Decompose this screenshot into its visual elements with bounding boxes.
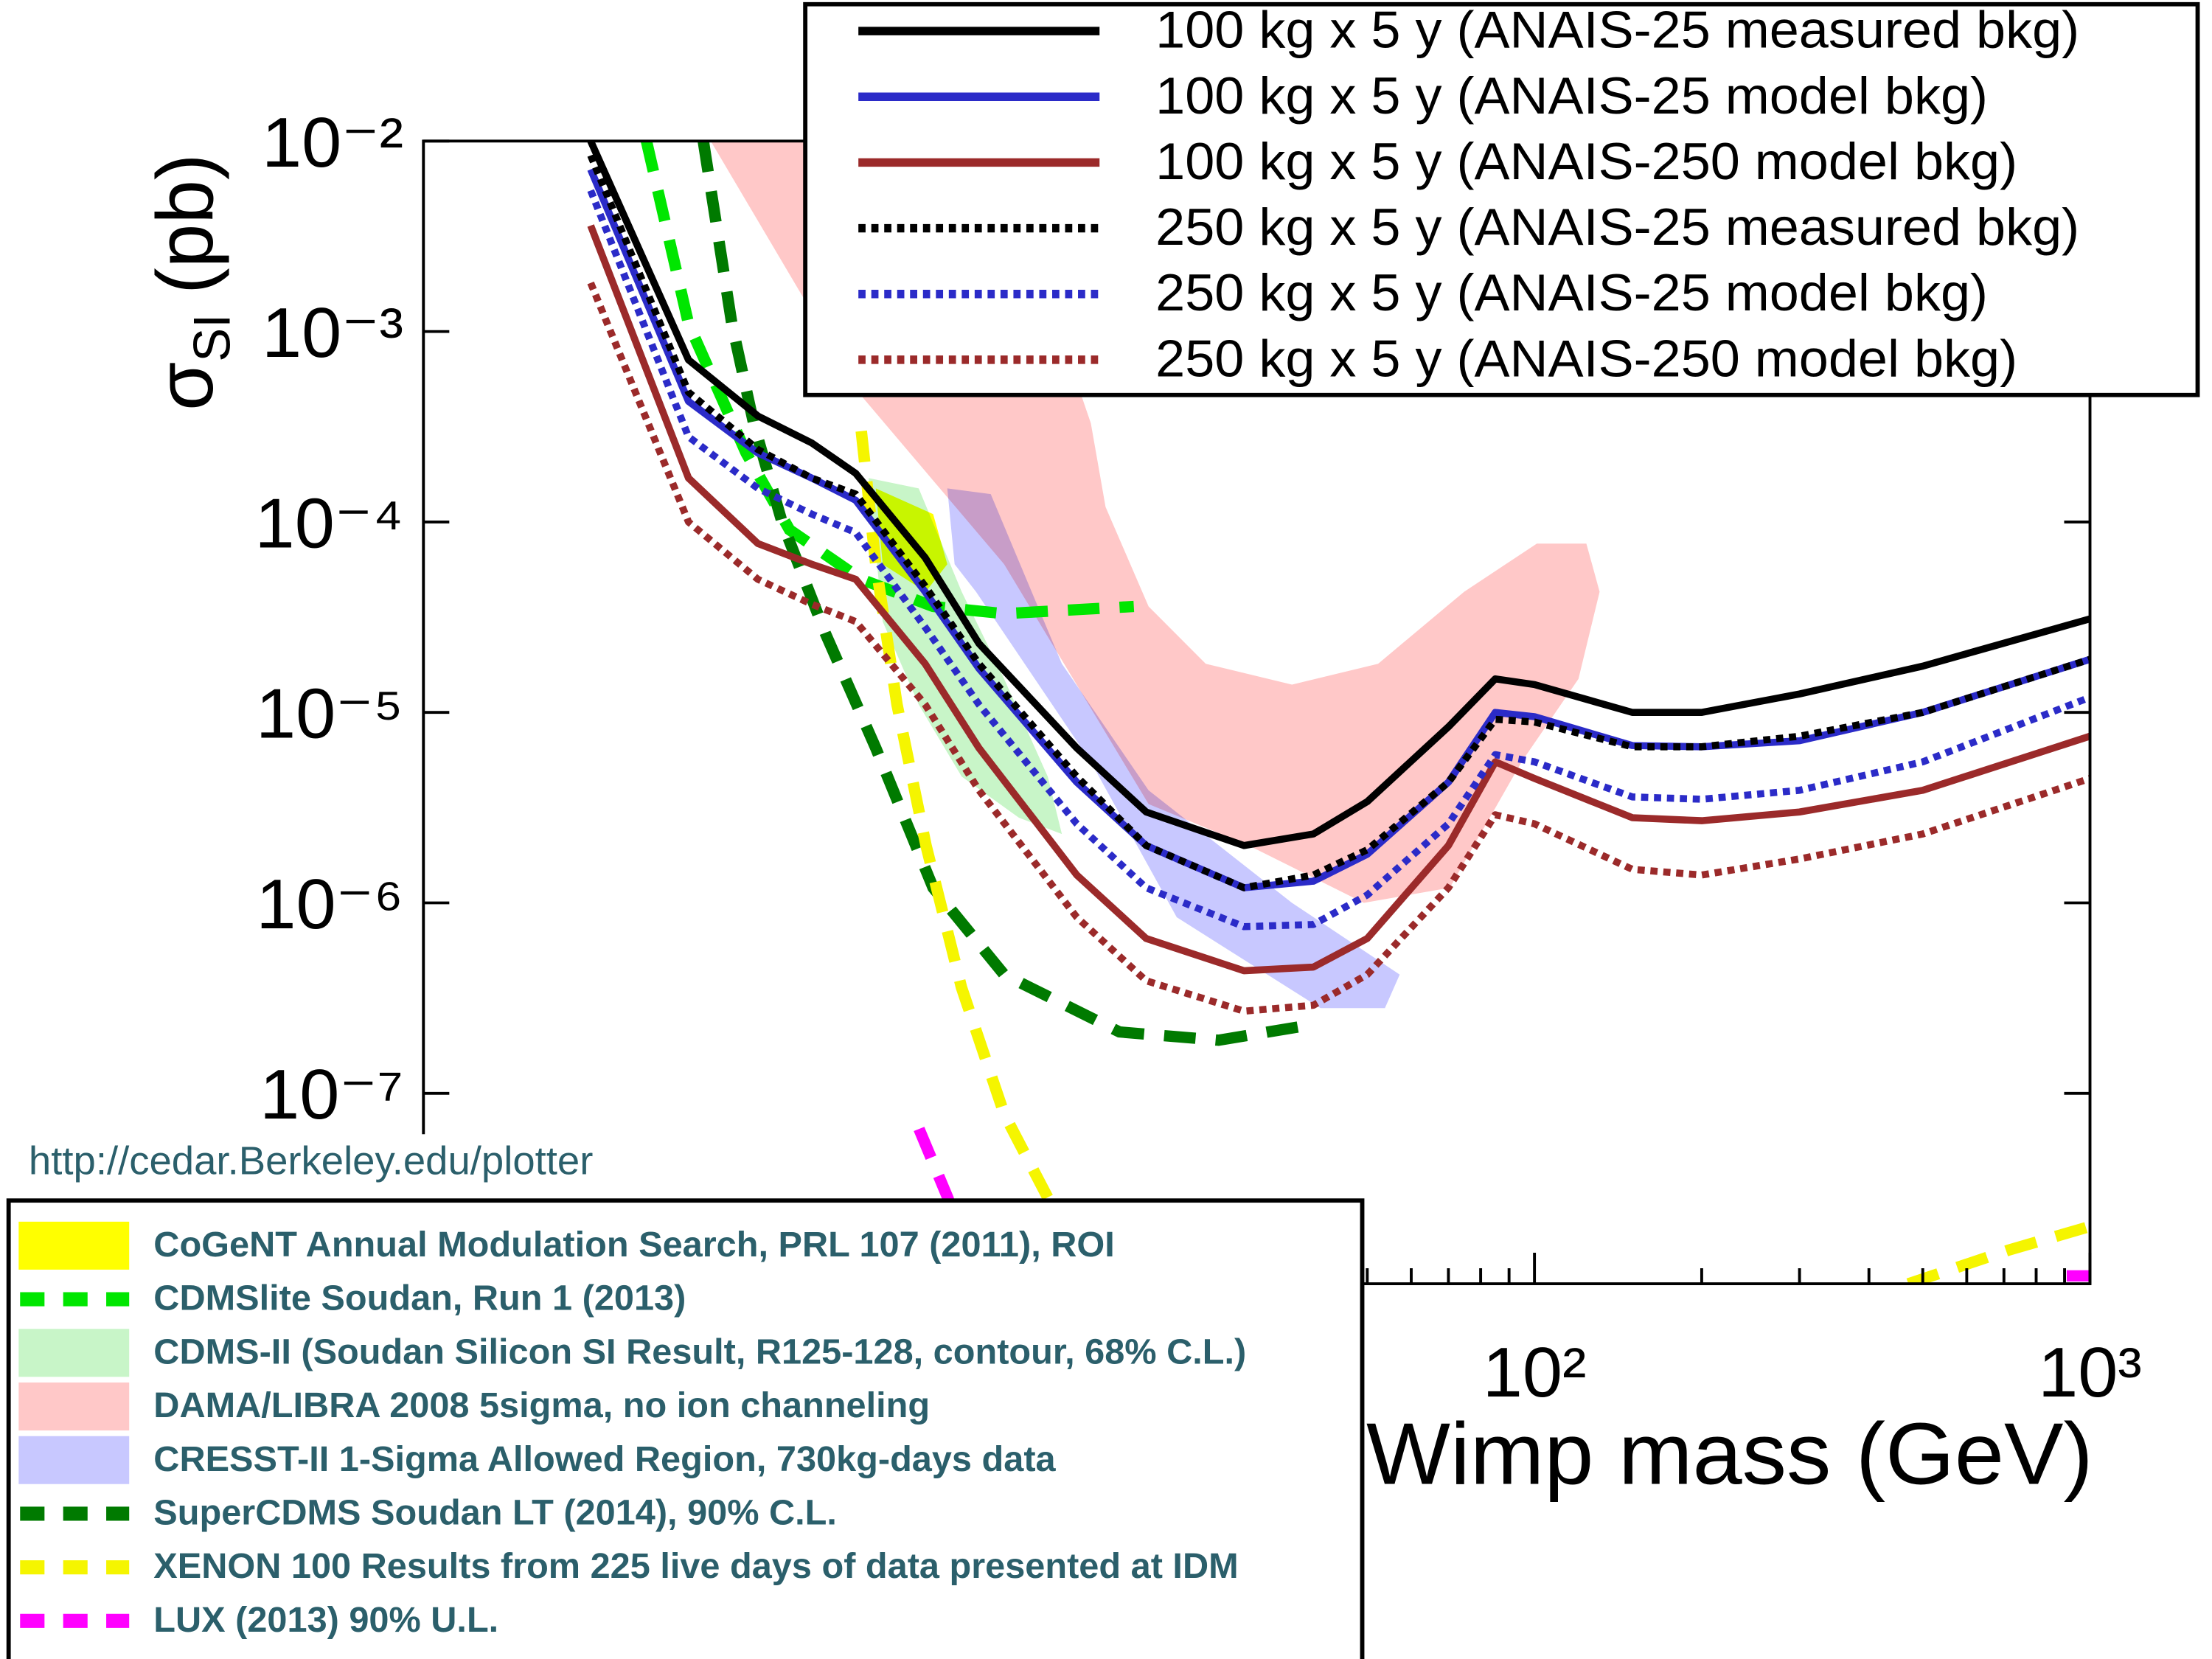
sensitivity-curve [587,224,2090,975]
legend-label: 100 kg x 5 y (ANAIS-250 model bkg) [1155,132,2017,190]
legend-label: SuperCDMS Soudan LT (2014), 90% C.L. [153,1493,837,1533]
legend-swatch [18,1436,130,1484]
y-tick-label: 10⁻⁷ [260,1056,403,1134]
y-tick-label: 10⁻³ [262,294,403,372]
x-axis-label: Wimp mass (GeV) [1366,1406,2093,1503]
legend-label: LUX (2013) 90% U.L. [153,1600,498,1640]
source-url: http://cedar.Berkeley.edu/plotter [29,1139,593,1183]
legend-swatch [18,1221,130,1270]
axes: 10⁻² 10⁻³ 10⁻⁴ 10⁻⁵ 10⁻⁶ 10⁻⁷ 10² 10³ [255,104,2142,1412]
y-tick-label: 10⁻⁴ [255,484,403,563]
legend-label: CDMSlite Soudan, Run 1 (2013) [153,1279,686,1318]
allowed-region [947,488,1400,1009]
limit-curve [698,141,1315,1046]
y-label-subscript: SI [183,314,241,362]
plot-area [587,141,2090,1284]
x-tick-label: 10³ [2038,1334,2142,1412]
legend-swatch [18,1329,130,1377]
y-axis-label: σSI (pb) [139,153,240,411]
legend-label: 250 kg x 5 y (ANAIS-25 measured bkg) [1155,198,2079,257]
legend-label: 100 kg x 5 y (ANAIS-25 model bkg) [1155,66,1988,125]
y-label-unit: (pb) [139,153,229,294]
legend-label: 250 kg x 5 y (ANAIS-250 model bkg) [1155,330,2017,388]
legend-box [803,1,2200,397]
allowed-region [869,478,1062,835]
limit-curve [641,141,1135,619]
y-tick-label: 10⁻⁵ [256,675,403,753]
legend-swatch [18,1382,130,1431]
sensitivity-curve [587,154,2090,891]
legend-label: CoGeNT Annual Modulation Search, PRL 107… [153,1225,1114,1265]
legends: 100 kg x 5 y (ANAIS-25 measured bkg) 100 … [18,1,2079,1640]
legend-label: CDMS-II (Soudan Silicon SI Result, R125-… [153,1332,1246,1372]
legend-label: CRESST-II 1-Sigma Allowed Region, 730kg-… [153,1439,1056,1479]
y-tick-label: 10⁻⁶ [256,866,403,944]
experiments-legend-box [6,1198,1365,1659]
legend-label: 250 kg x 5 y (ANAIS-25 model bkg) [1155,264,1988,322]
source-background [0,1134,776,1200]
y-label-symbol: σ [139,362,229,411]
x-tick-label: 10² [1483,1334,1587,1412]
sensitivity-curve [587,281,2090,1015]
sensitivity-curve [587,141,2090,849]
legend-label: DAMA/LIBRA 2008 5sigma, no ion channelin… [153,1385,930,1425]
y-tick-label: 10⁻² [262,104,403,182]
legend-label: 100 kg x 5 y (ANAIS-25 measured bkg) [1155,1,2079,59]
limit-curve [855,430,2090,1284]
legend-label: XENON 100 Results from 225 live days of … [153,1547,1238,1587]
